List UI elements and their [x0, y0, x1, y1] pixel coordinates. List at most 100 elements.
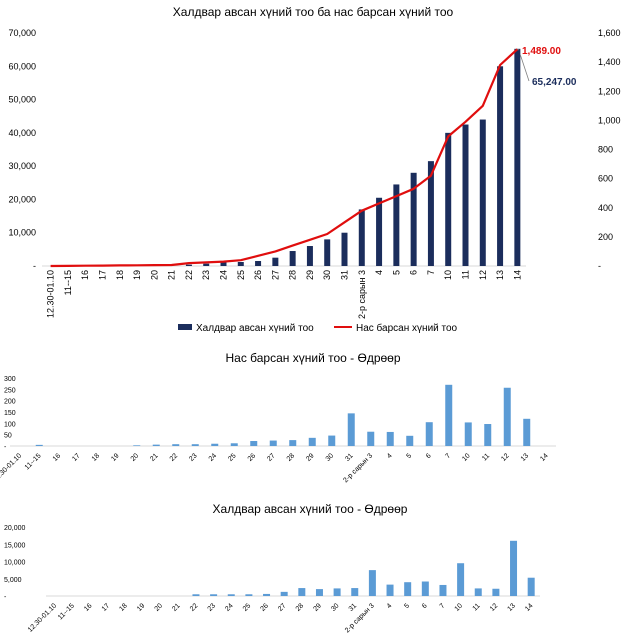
bar [503, 387, 511, 446]
legend-label-deaths: Нас барсан хүний тоо [356, 322, 458, 334]
x-tick-label: 18 [115, 270, 125, 280]
x-tick-label: 22 [169, 452, 180, 463]
y-tick-label: - [4, 594, 7, 601]
bar [439, 584, 447, 596]
y-left-tick-label: 50,000 [8, 95, 36, 105]
y-tick-label: 20,000 [4, 525, 26, 532]
x-tick-label: 6 [409, 270, 419, 275]
bar-cases [445, 132, 452, 266]
bar [280, 591, 288, 596]
leader-line-deaths [517, 48, 520, 51]
x-tick-label: 24 [208, 452, 219, 463]
x-tick-label: 17 [71, 452, 82, 463]
x-tick-label: 28 [286, 452, 297, 463]
bar-cases [255, 261, 262, 266]
bar-cases [203, 263, 210, 266]
bar [474, 588, 482, 596]
x-tick-label: 31 [348, 602, 359, 613]
x-tick-label: 11--15 [24, 452, 43, 471]
bar [464, 422, 472, 446]
bar [386, 584, 394, 596]
bar [333, 588, 341, 596]
x-tick-label: 11 [472, 602, 482, 612]
annotation-deaths-last: 1,489.00 [522, 46, 561, 57]
bar [484, 424, 492, 446]
x-tick-label: 14 [539, 452, 550, 463]
x-tick-label: 30 [322, 270, 332, 280]
bar-cases [393, 184, 400, 266]
x-tick-label: 31 [344, 452, 355, 463]
bar [457, 563, 465, 596]
y-tick-label: 100 [4, 421, 16, 428]
bar-cases [427, 161, 434, 266]
y-right-tick-label: 600 [598, 174, 613, 184]
bar-cases [185, 264, 192, 266]
y-left-tick-label: 30,000 [8, 161, 36, 171]
bar-cases [289, 251, 296, 266]
bar [386, 431, 394, 446]
bar-cases [497, 66, 504, 267]
bar [308, 437, 316, 446]
x-tick-label: 27 [266, 452, 277, 463]
x-tick-label: 4 [386, 602, 394, 610]
x-tick-label: 7 [426, 270, 436, 275]
x-tick-label: 30 [330, 602, 341, 613]
x-tick-label: 23 [188, 452, 199, 463]
y-tick-label: 15,000 [4, 542, 26, 549]
x-tick-label: 19 [136, 602, 147, 613]
x-tick-label: 16 [83, 602, 94, 613]
y-tick-label: 50 [4, 433, 12, 440]
bar [172, 444, 180, 446]
bar [192, 594, 200, 596]
x-tick-label: 25 [236, 270, 246, 280]
legend-swatch-cases [178, 324, 192, 330]
x-tick-label: 17 [98, 270, 108, 280]
x-tick-label: 12.30-01.10 [46, 270, 56, 318]
bar-cases [462, 124, 469, 267]
y-tick-label: 150 [4, 410, 16, 417]
x-tick-label: 14 [524, 602, 535, 613]
chart-3-title: Халдвар авсан хүний тоо - Өдрөөр [213, 502, 408, 516]
x-tick-label: 13 [495, 270, 505, 280]
bar-cases [514, 48, 521, 266]
x-tick-label: 29 [305, 270, 315, 280]
x-tick-label: 16 [52, 452, 63, 463]
x-tick-label: 7 [439, 602, 447, 610]
bar [250, 441, 258, 446]
y-right-tick-label: 800 [598, 145, 613, 155]
x-tick-label: 6 [425, 452, 433, 460]
x-tick-label: 26 [247, 452, 258, 463]
x-tick-label: 5 [403, 602, 411, 610]
legend-label-cases: Халдвар авсан хүний тоо [196, 323, 314, 334]
chart-1-legend: Халдвар авсан хүний тоо Нас барсан хүний… [178, 322, 458, 334]
bar-cases [306, 246, 313, 266]
bar-cases [220, 262, 227, 266]
y-right-tick-label: - [598, 261, 601, 271]
bar [347, 413, 355, 446]
x-tick-label: 11--15 [57, 602, 76, 621]
x-tick-label: 27 [270, 270, 280, 280]
x-tick-label: 13 [506, 602, 517, 613]
x-tick-label: 29 [305, 452, 316, 463]
bar-cases [479, 119, 486, 267]
x-tick-label: 24 [219, 270, 229, 280]
x-tick-label: 12 [500, 452, 511, 463]
x-tick-label: 20 [154, 602, 165, 613]
chart-1-plot: - 10,000 20,000 30,000 40,000 50,000 60,000 70,… [8, 28, 620, 319]
bar [351, 588, 359, 596]
bar [425, 422, 433, 446]
x-tick-label: 21 [167, 270, 177, 280]
bar [298, 588, 306, 596]
bar [445, 384, 453, 446]
x-tick-label: 19 [110, 452, 121, 463]
bar-cases [410, 172, 417, 266]
x-tick-label: 28 [288, 270, 298, 280]
x-tick-label: 2-р сарын 3 [357, 270, 367, 319]
x-tick-label: 16 [80, 270, 90, 280]
x-tick-label: 26 [259, 602, 270, 613]
x-tick-label: 26 [253, 270, 263, 280]
x-tick-label: 7 [444, 452, 452, 460]
bar [406, 435, 414, 446]
y-right-tick-label: 1,400 [598, 57, 621, 67]
